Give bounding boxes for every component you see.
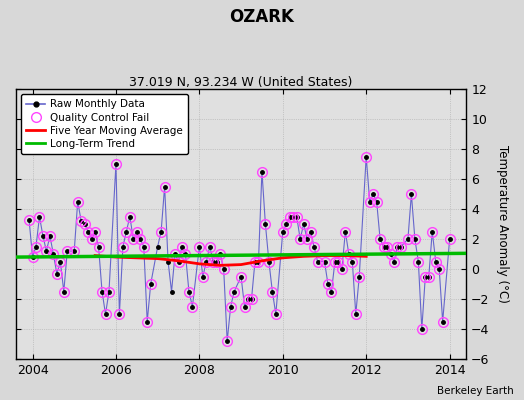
- Text: Berkeley Earth: Berkeley Earth: [437, 386, 514, 396]
- Legend: Raw Monthly Data, Quality Control Fail, Five Year Moving Average, Long-Term Tren: Raw Monthly Data, Quality Control Fail, …: [21, 94, 188, 154]
- Text: OZARK: OZARK: [230, 8, 294, 26]
- Title: 37.019 N, 93.234 W (United States): 37.019 N, 93.234 W (United States): [129, 76, 353, 89]
- Y-axis label: Temperature Anomaly (°C): Temperature Anomaly (°C): [496, 145, 509, 303]
